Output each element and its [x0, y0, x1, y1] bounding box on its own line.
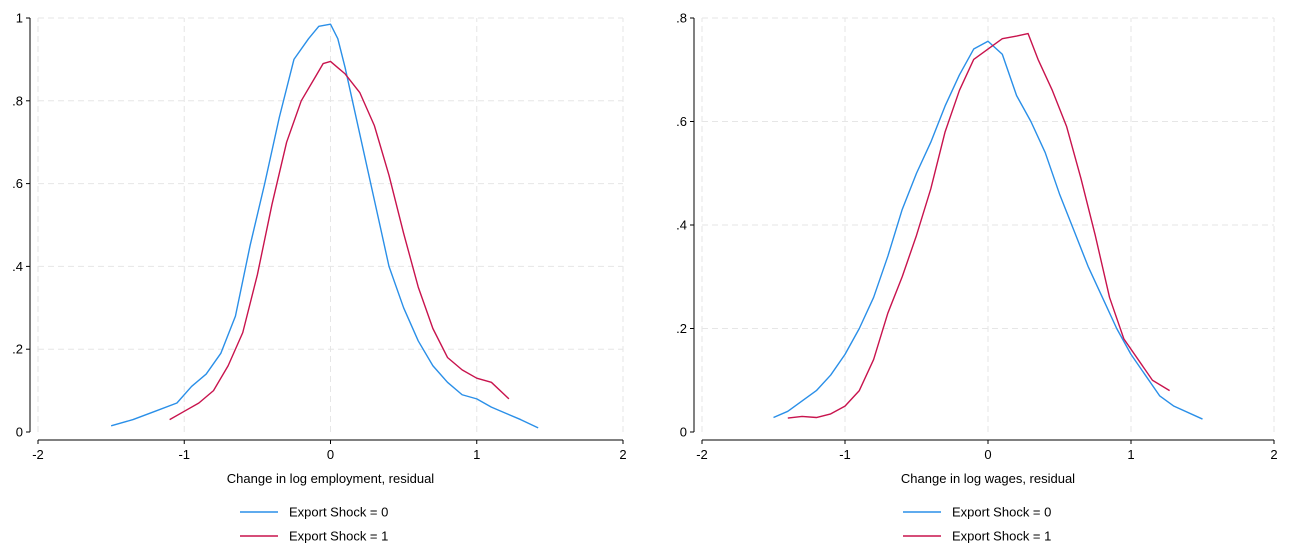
- x-tick-label: 2: [619, 447, 626, 462]
- legend-label: Export Shock = 1: [952, 529, 1051, 544]
- y-tick-label: 0: [16, 425, 23, 440]
- y-tick-label: .4: [676, 218, 687, 233]
- legend-label: Export Shock = 0: [952, 505, 1051, 520]
- x-axis-title: Change in log employment, residual: [227, 471, 435, 486]
- x-tick-label: -1: [839, 447, 851, 462]
- series-line-1: [110, 23, 539, 429]
- chart-panel-1: 0 .2 .4 .6 .8 1 -2 -1 0 1 2 Change in log employmen…: [12, 11, 626, 544]
- x-axis-title: Change in log wages, residual: [901, 471, 1075, 486]
- y-tick-label: .2: [12, 342, 23, 357]
- x-tick-label: 2: [1270, 447, 1277, 462]
- legend: Export Shock = 0 Export Shock = 1: [240, 505, 388, 544]
- series-line-2: [787, 32, 1170, 419]
- x-tick-label: 1: [473, 447, 480, 462]
- y-tick-label: .6: [12, 176, 23, 191]
- y-tick-label: .8: [676, 11, 687, 26]
- legend-label: Export Shock = 0: [289, 505, 388, 520]
- series-line-2: [169, 60, 510, 421]
- y-tick-label: .2: [676, 321, 687, 336]
- y-tick-label: 0: [680, 425, 687, 440]
- x-tick-label: -1: [178, 447, 190, 462]
- y-tick-label: 1: [16, 11, 23, 26]
- series-line-1: [773, 40, 1203, 420]
- x-tick-label: 0: [984, 447, 991, 462]
- x-tick-label: -2: [32, 447, 44, 462]
- y-tick-label: .8: [12, 93, 23, 108]
- x-tick-label: 0: [327, 447, 334, 462]
- chart-panel-2: 0 .2 .4 .6 .8 -2 -1 0 1 2 Change in log wages, res…: [676, 11, 1277, 544]
- legend: Export Shock = 0 Export Shock = 1: [903, 505, 1051, 544]
- legend-label: Export Shock = 1: [289, 529, 388, 544]
- y-tick-label: .6: [676, 114, 687, 129]
- x-tick-label: 1: [1127, 447, 1134, 462]
- x-tick-label: -2: [696, 447, 708, 462]
- y-tick-label: .4: [12, 259, 23, 274]
